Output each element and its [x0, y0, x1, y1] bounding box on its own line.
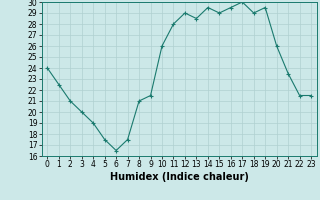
X-axis label: Humidex (Indice chaleur): Humidex (Indice chaleur): [110, 172, 249, 182]
